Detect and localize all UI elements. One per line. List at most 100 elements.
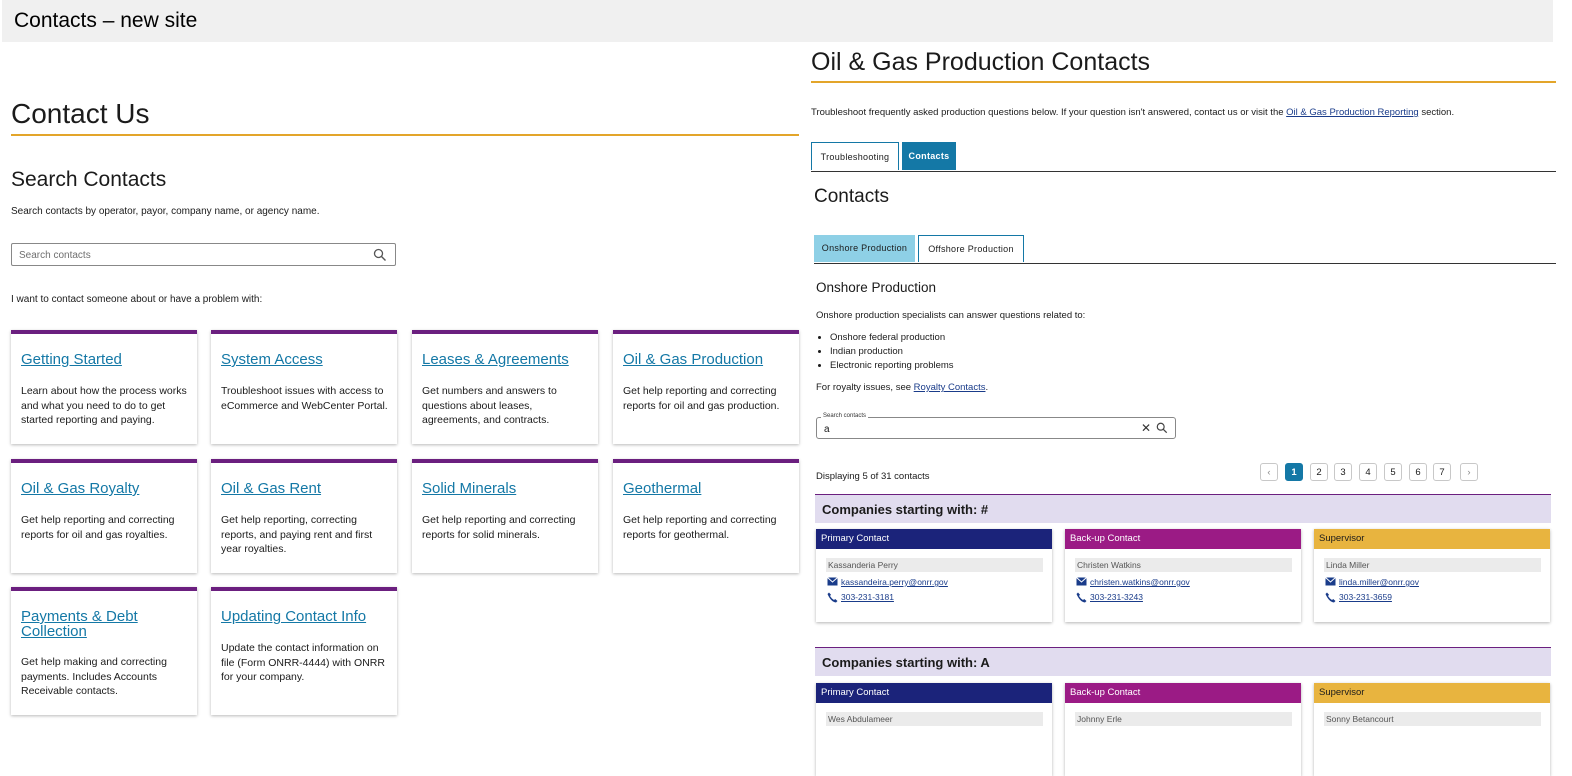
card-title-link[interactable]: Oil & Gas Royalty [21,480,140,497]
card-title-link[interactable]: Oil & Gas Rent [221,480,322,497]
card-role: Back-up Contact [1065,683,1301,703]
card-description: Get numbers and answers to questions abo… [422,385,557,426]
page-7-button[interactable]: 7 [1433,463,1451,481]
mail-icon [1076,577,1087,586]
group-label: Companies starting with: A [822,655,990,670]
window-title: Contacts – new site [14,9,198,32]
production-reporting-link[interactable]: Oil & Gas Production Reporting [1286,107,1419,118]
card-title-link[interactable]: Payments & Debt Collection [21,608,138,640]
topic-card-getting-started[interactable]: Getting Started Learn about how the proc… [11,330,197,444]
royalty-contacts-link[interactable]: Royalty Contacts [913,382,986,393]
contact-name: Sonny Betancourt [1324,712,1541,726]
prev-page-button[interactable]: ‹ [1260,463,1278,481]
page-1-button[interactable]: 1 [1285,463,1303,481]
card-description: Learn about how the process works and wh… [21,385,187,426]
backup-contact-card: Back-up Contact Johnny Erle [1065,683,1301,776]
topic-card-system-access[interactable]: System Access Troubleshoot issues with a… [211,330,397,444]
tab-troubleshooting[interactable]: Troubleshooting [811,142,899,170]
mail-icon [827,577,838,586]
production-title: Oil & Gas Production Contacts [811,48,1151,76]
primary-contact-card: Primary Contact Kassanderia Perry kassan… [816,529,1052,622]
tab-offshore-production[interactable]: Offshore Production [918,235,1024,262]
topic-card-payments-debt[interactable]: Payments & Debt Collection Get help maki… [11,587,197,715]
search-description: Search contacts by operator, payor, comp… [11,206,320,217]
contact-phone-link[interactable]: 303-231-3659 [1339,592,1392,602]
card-role: Supervisor [1314,683,1550,703]
card-title-link[interactable]: Getting Started [21,351,122,368]
card-description: Get help making and correcting payments.… [21,656,167,697]
card-description: Get help reporting, correcting reports, … [221,514,373,555]
window-titlebar: Contacts – new site [2,0,1553,42]
royalty-text: For royalty issues, see [816,382,914,393]
tab-onshore-production[interactable]: Onshore Production [814,235,915,262]
contact-name: Christen Watkins [1075,558,1292,572]
card-role: Primary Contact [816,529,1052,549]
desc-text: Troubleshoot frequently asked production… [811,107,1287,118]
topic-list: Onshore federal production Indian produc… [816,331,954,373]
phone-icon [827,592,838,603]
page-4-button[interactable]: 4 [1359,463,1377,481]
card-description: Get help reporting and correcting report… [422,514,576,541]
contact-name: Wes Abdulameer [826,712,1043,726]
contact-email-link[interactable]: kassandeira.perry@onrr.gov [841,577,948,587]
card-title-link[interactable]: Updating Contact Info [221,608,367,625]
page-6-button[interactable]: 6 [1409,463,1427,481]
topic-card-oil-gas-production[interactable]: Oil & Gas Production Get help reporting … [613,330,799,444]
card-role: Supervisor [1314,529,1550,549]
page-3-button[interactable]: 3 [1334,463,1352,481]
contact-phone-link[interactable]: 303-231-3243 [1090,592,1143,602]
clear-icon[interactable]: ✕ [1140,421,1151,435]
next-page-button[interactable]: › [1460,463,1478,481]
topic-card-oil-gas-rent[interactable]: Oil & Gas Rent Get help reporting, corre… [211,459,397,573]
search-field-label: Search contacts [821,413,869,419]
section-title: Onshore Production [816,280,937,295]
main-tabs: Troubleshooting Contacts [811,142,1556,172]
page-5-button[interactable]: 5 [1384,463,1402,481]
contacts-heading: Contacts [814,186,889,207]
contact-name: Johnny Erle [1075,712,1292,726]
production-description: Troubleshoot frequently asked production… [811,107,1454,118]
card-description: Get help reporting and correcting report… [21,514,175,541]
card-description: Get help reporting and correcting report… [623,385,780,412]
section-description: Onshore production specialists can answe… [816,310,1086,321]
page-2-button[interactable]: 2 [1310,463,1328,481]
contact-email-link[interactable]: christen.watkins@onrr.gov [1090,577,1190,587]
supervisor-contact-card: Supervisor Sonny Betancourt [1314,683,1550,776]
search-value: a [824,424,830,435]
topic-card-updating-contact-info[interactable]: Updating Contact Info Update the contact… [211,587,397,715]
contact-phone-link[interactable]: 303-231-3181 [841,592,894,602]
topic-card-solid-minerals[interactable]: Solid Minerals Get help reporting and co… [412,459,598,573]
royalty-note: For royalty issues, see Royalty Contacts… [816,382,988,393]
list-item: Indian production [830,345,954,359]
phone-icon [1076,592,1087,603]
card-description: Update the contact information on file (… [221,642,385,683]
results-count: Displaying 5 of 31 contacts [816,471,930,482]
title-divider [11,134,799,136]
search-placeholder: Search contacts [19,250,91,261]
tab-contacts[interactable]: Contacts [902,142,956,170]
royalty-text-end: . [985,382,989,393]
search-icon[interactable] [1156,422,1168,434]
card-title-link[interactable]: Solid Minerals [422,480,517,497]
card-title-link[interactable]: Geothermal [623,480,702,497]
list-item: Electronic reporting problems [830,359,954,373]
contact-name: Kassanderia Perry [826,558,1043,572]
topic-card-geothermal[interactable]: Geothermal Get help reporting and correc… [613,459,799,573]
card-title-link[interactable]: System Access [221,351,323,368]
topic-card-oil-gas-royalty[interactable]: Oil & Gas Royalty Get help reporting and… [11,459,197,573]
card-title-link[interactable]: Oil & Gas Production [623,351,764,368]
supervisor-contact-card: Supervisor Linda Miller linda.miller@onr… [1314,529,1550,622]
production-contacts-panel: Oil & Gas Production Contacts Troublesho… [811,42,1556,776]
primary-contact-card: Primary Contact Wes Abdulameer [816,683,1052,776]
contact-email-link[interactable]: linda.miller@onrr.gov [1339,577,1419,587]
group-label: Companies starting with: # [822,502,989,517]
topic-card-leases-agreements[interactable]: Leases & Agreements Get numbers and answ… [412,330,598,444]
card-title-link[interactable]: Leases & Agreements [422,351,569,368]
desc-text-end: section. [1418,107,1455,118]
search-contacts-input[interactable]: Search contacts [11,243,396,266]
company-group-header: Companies starting with: # [815,494,1551,523]
list-item: Onshore federal production [830,331,954,345]
mail-icon [1325,577,1336,586]
search-icon[interactable] [373,248,387,262]
contacts-search-input[interactable]: Search contacts a ✕ [816,413,1176,439]
